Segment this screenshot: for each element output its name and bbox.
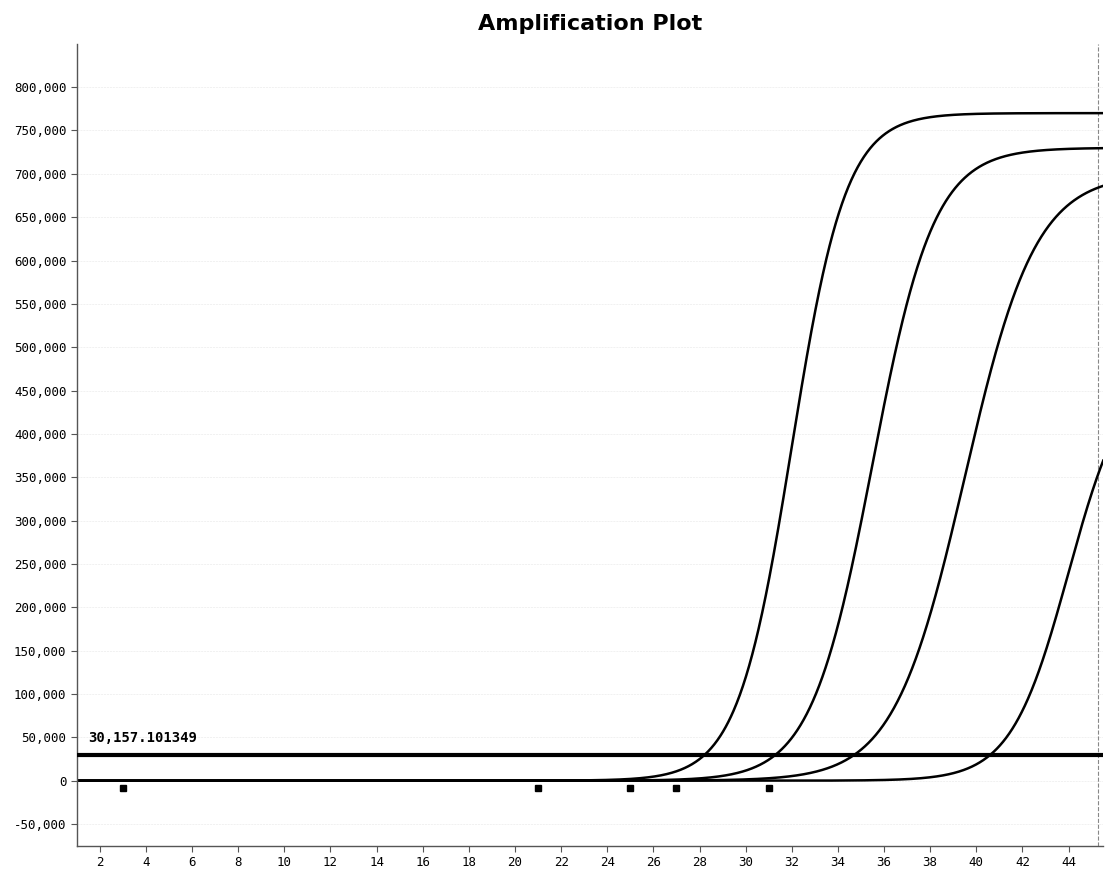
Title: Amplification Plot: Amplification Plot — [478, 14, 703, 34]
Text: 30,157.101349: 30,157.101349 — [88, 730, 198, 744]
